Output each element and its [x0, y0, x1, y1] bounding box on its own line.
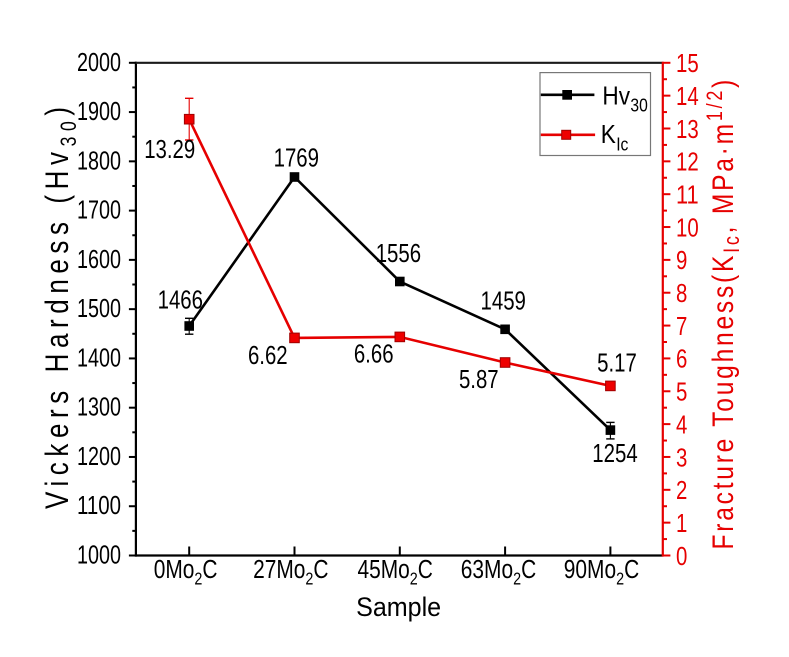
svg-text:1900: 1900: [77, 98, 121, 126]
svg-text:7: 7: [676, 313, 687, 341]
svg-text:12: 12: [676, 149, 699, 177]
svg-text:3: 3: [676, 444, 687, 472]
svg-text:5: 5: [676, 379, 687, 407]
svg-text:0: 0: [676, 543, 687, 571]
svg-text:4: 4: [676, 411, 687, 439]
svg-text:1600: 1600: [77, 246, 121, 274]
svg-text:2: 2: [305, 569, 313, 589]
svg-text:1: 1: [676, 510, 687, 538]
svg-text:0Mo: 0Mo: [154, 556, 195, 584]
svg-text:1300: 1300: [77, 394, 121, 422]
svg-text:30: 30: [630, 96, 647, 116]
svg-text:1700: 1700: [77, 197, 121, 225]
svg-text:1000: 1000: [77, 542, 121, 570]
svg-text:8: 8: [676, 280, 687, 308]
svg-text:K: K: [601, 119, 617, 149]
svg-text:13: 13: [676, 116, 699, 144]
svg-text:1200: 1200: [77, 443, 121, 471]
svg-text:45Mo: 45Mo: [358, 556, 410, 584]
svg-text:C: C: [313, 556, 328, 584]
svg-text:90Mo: 90Mo: [564, 556, 616, 584]
svg-text:2: 2: [616, 569, 624, 589]
svg-text:2: 2: [676, 477, 687, 505]
svg-text:1254: 1254: [592, 440, 637, 468]
svg-text:C: C: [418, 556, 433, 584]
svg-text:14: 14: [676, 83, 699, 111]
svg-text:1556: 1556: [376, 240, 421, 268]
svg-text:1466: 1466: [158, 286, 203, 314]
svg-text:11: 11: [676, 181, 699, 209]
svg-text:1400: 1400: [77, 344, 121, 372]
svg-text:1500: 1500: [77, 295, 121, 323]
svg-text:6.62: 6.62: [248, 342, 288, 370]
svg-text:13.29: 13.29: [144, 136, 195, 164]
svg-text:2: 2: [194, 569, 202, 589]
svg-text:5.87: 5.87: [459, 366, 499, 394]
svg-text:9: 9: [676, 247, 687, 275]
svg-text:15: 15: [676, 50, 699, 78]
svg-text:C: C: [521, 556, 536, 584]
svg-text:C: C: [624, 556, 639, 584]
svg-text:1800: 1800: [77, 147, 121, 175]
svg-text:C: C: [202, 556, 217, 584]
svg-text:Sample: Sample: [356, 592, 441, 622]
svg-text:6.66: 6.66: [354, 340, 394, 368]
svg-text:Ic: Ic: [616, 135, 628, 155]
svg-text:2: 2: [513, 569, 521, 589]
svg-text:2000: 2000: [77, 49, 121, 77]
svg-text:1769: 1769: [274, 144, 319, 172]
svg-text:6: 6: [676, 346, 687, 374]
svg-text:2: 2: [410, 569, 418, 589]
svg-text:5.17: 5.17: [597, 349, 637, 377]
svg-text:1459: 1459: [481, 287, 526, 315]
svg-text:27Mo: 27Mo: [253, 556, 305, 584]
svg-text:10: 10: [676, 214, 699, 242]
svg-text:1100: 1100: [77, 492, 121, 520]
svg-text:63Mo: 63Mo: [461, 556, 513, 584]
svg-text:Hv: Hv: [602, 81, 630, 111]
